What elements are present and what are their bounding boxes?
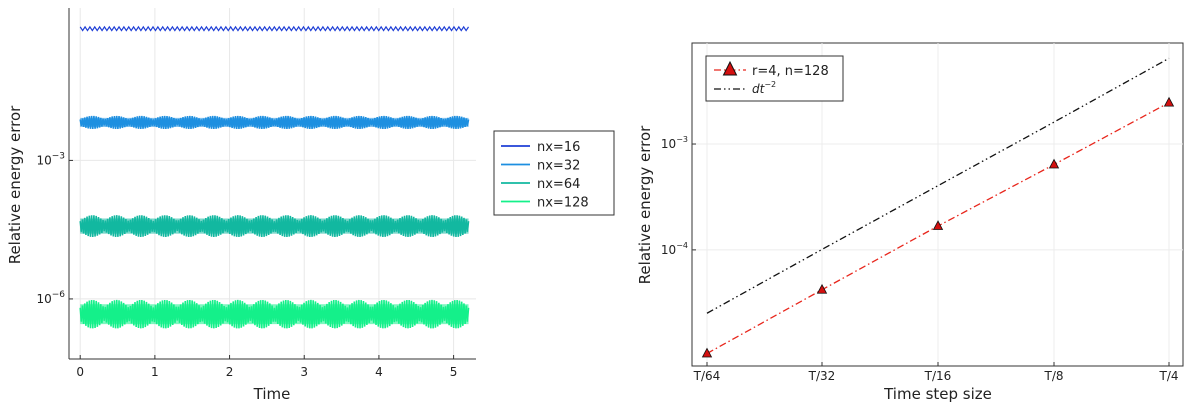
series-line-dt — [706, 57, 1170, 314]
left-x-tick-label: 2 — [226, 365, 234, 379]
left-y-axis-label: Relative energy error — [6, 105, 24, 264]
right-series-group — [701, 57, 1175, 358]
left-x-axis-label: Time — [253, 385, 291, 403]
data-point-marker — [701, 347, 713, 358]
series-band-nx=32 — [79, 115, 470, 130]
left-y-tick-label: 10−3 — [36, 151, 65, 167]
right-y-tick-label: 10−4 — [661, 241, 688, 257]
right-x-tick-label: T/8 — [1043, 369, 1063, 383]
series-line-nx=32 — [79, 115, 470, 130]
data-point-marker — [1163, 96, 1175, 107]
right-legend-marker — [722, 60, 738, 76]
left-legend-label: nx=128 — [537, 196, 589, 211]
right-y-tick-label: 10−3 — [661, 135, 688, 151]
right-x-ticks: T/64 T/32 T/16 T/8 T/4 — [693, 362, 1179, 383]
left-x-tick-label: 3 — [300, 365, 308, 379]
left-x-tick-label: 0 — [76, 365, 84, 379]
series-band-nx=128 — [79, 299, 470, 329]
left-x-tick-label: 1 — [151, 365, 159, 379]
data-point-marker — [1048, 158, 1060, 169]
left-series-group — [79, 25, 470, 329]
left-legend-label: nx=64 — [537, 177, 580, 192]
left-y-tick-label: 10−6 — [36, 290, 65, 306]
right-y-axis-label: Relative energy error — [636, 125, 654, 284]
series-line-nx=64 — [79, 215, 470, 237]
data-point-marker — [816, 283, 828, 294]
right-x-tick-label: T/64 — [693, 369, 721, 383]
left-gridlines — [69, 8, 476, 359]
left-x-tick-label: 4 — [375, 365, 383, 379]
series-line-nx=128 — [79, 299, 470, 329]
right-x-tick-label: T/32 — [808, 369, 836, 383]
right-panel: T/64 T/32 T/16 T/8 T/4 10−3 10−4 Time step si… — [636, 42, 1184, 403]
left-legend-label: nx=32 — [537, 159, 580, 174]
left-panel: 0 1 2 3 4 5 10−3 10−6 Time Relative energy err… — [6, 8, 615, 403]
left-x-ticks: 0 1 2 3 4 5 — [76, 355, 457, 379]
left-legend-label: nx=16 — [537, 140, 580, 155]
right-x-tick-label: T/4 — [1158, 369, 1178, 383]
left-y-ticks: 10−3 10−6 — [36, 151, 73, 306]
left-legend: nx=16 nx=32 nx=64 nx=128 — [493, 130, 615, 216]
right-x-axis-label: Time step size — [883, 385, 992, 403]
series-band-nx=64 — [79, 215, 470, 237]
right-legend-label: dt−2 — [752, 80, 776, 96]
series-line-nx=16 — [79, 25, 470, 32]
data-point-marker — [932, 220, 944, 230]
right-y-ticks: 10−3 10−4 — [661, 135, 696, 257]
right-legend-label: r=4, n=128 — [752, 64, 829, 79]
left-axes — [68, 8, 476, 360]
left-x-tick-label: 5 — [450, 365, 458, 379]
right-x-tick-label: T/16 — [924, 369, 952, 383]
series-band-nx=16 — [79, 25, 470, 32]
